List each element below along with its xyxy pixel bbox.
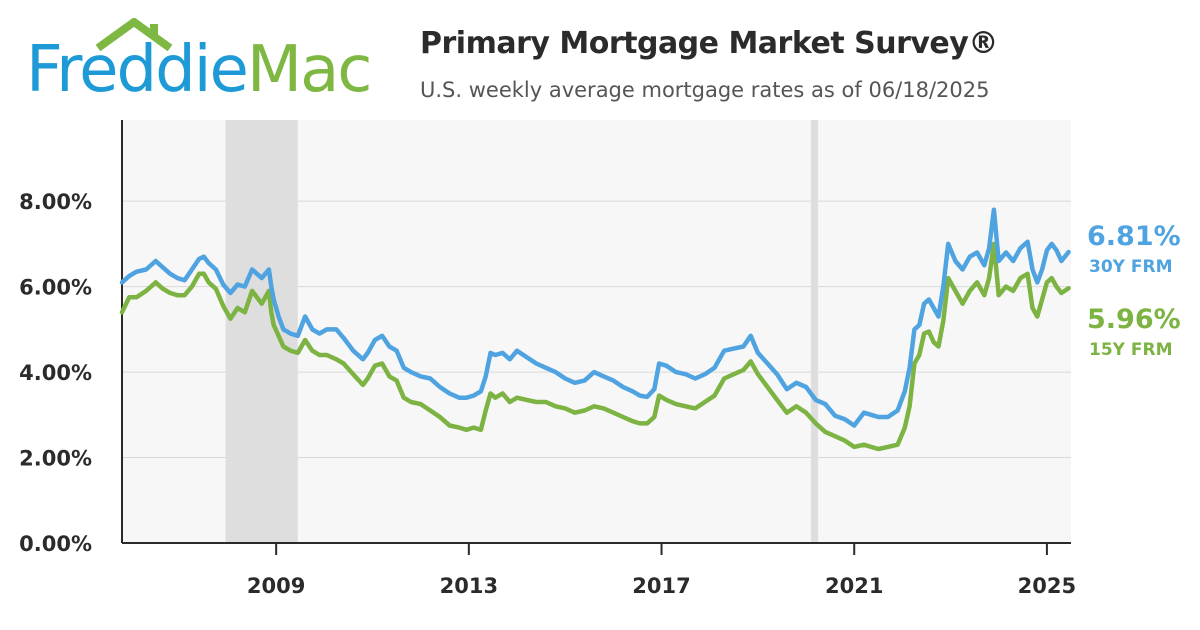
y-tick-label: 2.00%	[19, 447, 92, 471]
logo-text-mac: Mac	[246, 33, 373, 107]
x-tick-label: 2025	[1018, 574, 1076, 598]
y-tick-label: 8.00%	[19, 190, 92, 214]
freddie-mac-logo: FreddieMac	[26, 18, 382, 108]
end-series-label: 15Y FRM	[1089, 340, 1173, 360]
end-value-label: 6.81%	[1087, 221, 1181, 252]
x-tick-label: 2009	[247, 574, 305, 598]
house-roof-icon	[95, 18, 172, 52]
x-tick-label: 2021	[825, 574, 883, 598]
y-tick-label: 6.00%	[19, 276, 92, 300]
chart-subtitle: U.S. weekly average mortgage rates as of…	[420, 78, 990, 102]
series-line-30y	[119, 207, 1071, 428]
end-value-label: 5.96%	[1087, 304, 1181, 335]
chart-title: Primary Mortgage Market Survey®	[420, 26, 998, 61]
x-tick-label: 2017	[632, 574, 690, 598]
logo-text-freddie: Freddie	[26, 33, 249, 107]
logo-wordmark: FreddieMac	[26, 32, 373, 108]
y-tick-label: 4.00%	[19, 361, 92, 385]
shaded-period	[810, 120, 819, 543]
x-tick-label: 2013	[440, 574, 498, 598]
series-line-15y	[119, 241, 1071, 452]
end-series-label: 30Y FRM	[1089, 257, 1173, 277]
y-tick-label: 0.00%	[19, 532, 92, 556]
